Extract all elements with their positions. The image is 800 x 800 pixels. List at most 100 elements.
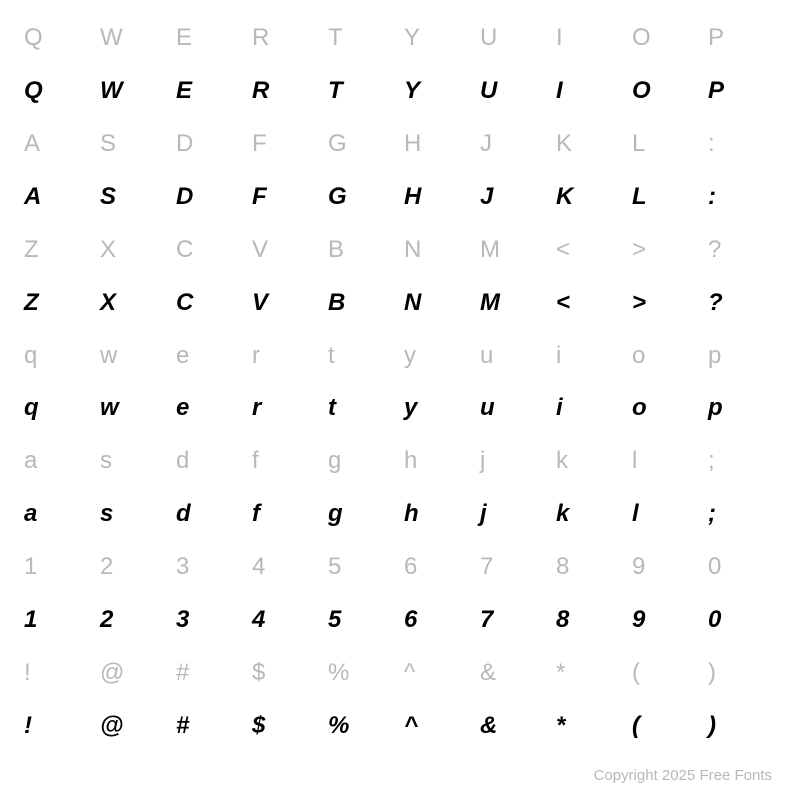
glyph-cell: J — [476, 130, 552, 158]
glyph-cell: A — [20, 183, 96, 211]
glyph-cell: k — [552, 500, 628, 528]
specimen-row: Q W E R T Y U I O P — [20, 65, 780, 118]
glyph-cell: i — [552, 342, 628, 370]
glyph-cell: t — [324, 342, 400, 370]
glyph-cell: 0 — [704, 606, 780, 634]
glyph-cell: 9 — [628, 606, 704, 634]
glyph-cell: H — [400, 130, 476, 158]
glyph-cell: g — [324, 447, 400, 475]
glyph-cell: ^ — [400, 712, 476, 740]
specimen-row: 1 2 3 4 5 6 7 8 9 0 — [20, 593, 780, 646]
glyph-cell: s — [96, 447, 172, 475]
glyph-cell: 1 — [20, 606, 96, 634]
glyph-cell: $ — [248, 659, 324, 687]
glyph-cell: Q — [20, 77, 96, 105]
specimen-row: Q W E R T Y U I O P — [20, 12, 780, 65]
glyph-cell: C — [172, 236, 248, 264]
glyph-cell: # — [172, 712, 248, 740]
glyph-cell: B — [324, 236, 400, 264]
glyph-cell: 5 — [324, 553, 400, 581]
glyph-cell: U — [476, 77, 552, 105]
glyph-cell: @ — [96, 659, 172, 687]
glyph-cell: 6 — [400, 606, 476, 634]
glyph-cell: % — [324, 712, 400, 740]
glyph-cell: ! — [20, 712, 96, 740]
glyph-cell: ; — [704, 447, 780, 475]
glyph-cell: I — [552, 24, 628, 52]
glyph-cell: N — [400, 236, 476, 264]
glyph-cell: M — [476, 289, 552, 317]
glyph-cell: h — [400, 500, 476, 528]
glyph-cell: P — [704, 77, 780, 105]
glyph-cell: ) — [704, 659, 780, 687]
glyph-cell: e — [172, 342, 248, 370]
glyph-cell: 0 — [704, 553, 780, 581]
glyph-cell: H — [400, 183, 476, 211]
specimen-row: 1 2 3 4 5 6 7 8 9 0 — [20, 541, 780, 594]
glyph-cell: : — [704, 183, 780, 211]
glyph-cell: R — [248, 77, 324, 105]
specimen-row: q w e r t y u i o p — [20, 382, 780, 435]
specimen-row: ! @ # $ % ^ & * ( ) — [20, 646, 780, 699]
glyph-cell: X — [96, 236, 172, 264]
glyph-cell: 7 — [476, 553, 552, 581]
glyph-cell: F — [248, 183, 324, 211]
glyph-cell: B — [324, 289, 400, 317]
glyph-cell: E — [172, 77, 248, 105]
glyph-cell: f — [248, 500, 324, 528]
specimen-row: A S D F G H J K L : — [20, 171, 780, 224]
glyph-cell: Z — [20, 236, 96, 264]
glyph-cell: 1 — [20, 553, 96, 581]
glyph-cell: ( — [628, 659, 704, 687]
glyph-cell: Y — [400, 24, 476, 52]
glyph-cell: A — [20, 130, 96, 158]
copyright-text: Copyright 2025 Free Fonts — [594, 767, 772, 784]
glyph-cell: V — [248, 289, 324, 317]
glyph-cell: O — [628, 77, 704, 105]
glyph-cell: 2 — [96, 606, 172, 634]
glyph-cell: l — [628, 500, 704, 528]
glyph-cell: j — [476, 447, 552, 475]
glyph-cell: I — [552, 77, 628, 105]
glyph-cell: w — [96, 342, 172, 370]
glyph-cell: S — [96, 130, 172, 158]
glyph-cell: R — [248, 24, 324, 52]
glyph-cell: o — [628, 394, 704, 422]
glyph-cell: y — [400, 342, 476, 370]
glyph-cell: 3 — [172, 553, 248, 581]
specimen-row: Z X C V B N M < > ? — [20, 223, 780, 276]
glyph-cell: T — [324, 24, 400, 52]
glyph-cell: M — [476, 236, 552, 264]
character-map-grid: Q W E R T Y U I O P Q W E R T Y U I O P … — [20, 12, 780, 752]
glyph-cell: w — [96, 394, 172, 422]
glyph-cell: t — [324, 394, 400, 422]
glyph-cell: u — [476, 394, 552, 422]
glyph-cell: L — [628, 130, 704, 158]
glyph-cell: y — [400, 394, 476, 422]
glyph-cell: F — [248, 130, 324, 158]
glyph-cell: 6 — [400, 553, 476, 581]
glyph-cell: l — [628, 447, 704, 475]
glyph-cell: Q — [20, 24, 96, 52]
glyph-cell: J — [476, 183, 552, 211]
glyph-cell: D — [172, 130, 248, 158]
glyph-cell: i — [552, 394, 628, 422]
glyph-cell: 4 — [248, 553, 324, 581]
glyph-cell: d — [172, 447, 248, 475]
glyph-cell: U — [476, 24, 552, 52]
glyph-cell: P — [704, 24, 780, 52]
glyph-cell: G — [324, 130, 400, 158]
glyph-cell: 8 — [552, 606, 628, 634]
glyph-cell: 7 — [476, 606, 552, 634]
glyph-cell: r — [248, 394, 324, 422]
glyph-cell: > — [628, 289, 704, 317]
glyph-cell: < — [552, 289, 628, 317]
glyph-cell: Z — [20, 289, 96, 317]
glyph-cell: N — [400, 289, 476, 317]
specimen-row: a s d f g h j k l ; — [20, 488, 780, 541]
glyph-cell: q — [20, 394, 96, 422]
glyph-cell: G — [324, 183, 400, 211]
glyph-cell: > — [628, 236, 704, 264]
glyph-cell: r — [248, 342, 324, 370]
glyph-cell: @ — [96, 712, 172, 740]
